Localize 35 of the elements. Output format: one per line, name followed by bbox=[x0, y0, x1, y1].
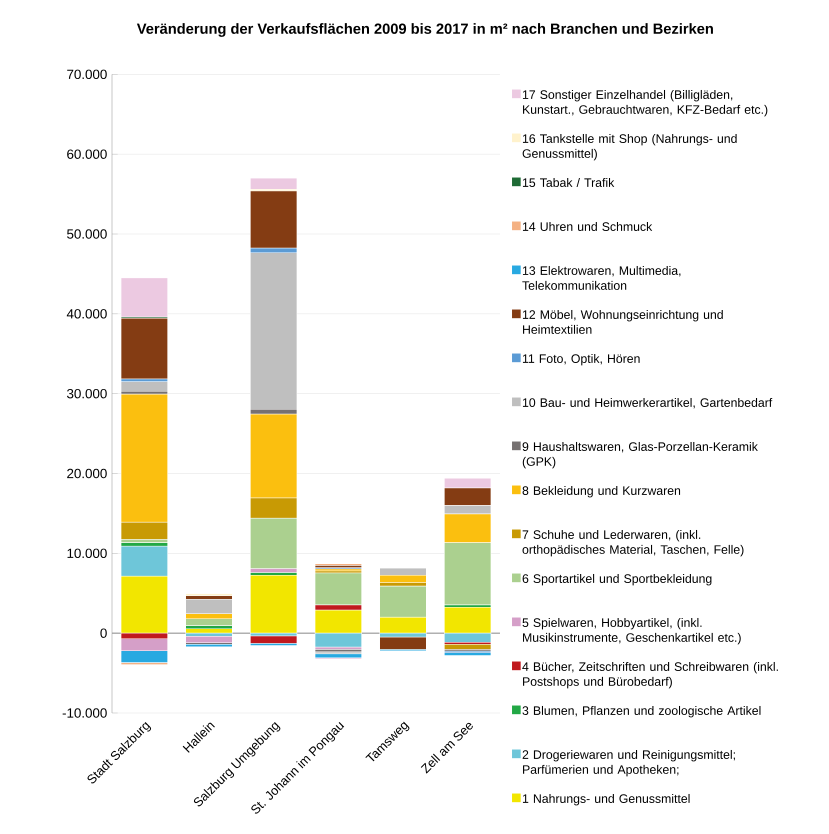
chart-title: Veränderung der Verkaufsflächen 2009 bis 2017 in m² nach Branchen und Bezirken bbox=[136, 23, 713, 37]
bar bbox=[120, 381, 168, 392]
y-tick-label: 40.000 bbox=[66, 309, 107, 319]
y-tick-label: 0 bbox=[100, 628, 107, 638]
legend-label: 11 Foto, Optik, Hören bbox=[522, 354, 640, 366]
y-tick-label: 50.000 bbox=[67, 229, 107, 239]
legend-label: 12 Möbel, Wohnungseinrichtung und Heimtextilien bbox=[522, 310, 723, 334]
legend-label: 4 Bücher, Zeitschriften und Schreibwaren (inkl. Postshops und Bürobedarf) bbox=[522, 662, 778, 688]
legend-label: 17 Sonstiger Einzelhandel (Billigläden, Kunstart., Gebrauchtwaren, KFZ-Bedarf etc.) bbox=[522, 90, 768, 116]
legend-label: 3 Blumen, Pflanzen und zoologische Artikel bbox=[522, 706, 760, 718]
legend-label: 5 Spielwaren, Hobbyartikel, (inkl. Musikinstrumente, Geschenkartikel etc.) bbox=[522, 618, 741, 644]
legend-label: 1 Nahrungs- und Genussmittel bbox=[522, 794, 690, 806]
y-tick-label: 70.000 bbox=[67, 70, 107, 80]
bar bbox=[444, 652, 492, 656]
y-tick-label: 30.000 bbox=[67, 388, 107, 398]
legend-label: 13 Elektrowaren, Multimedia, Telekommunikation bbox=[522, 266, 680, 290]
legend-label: 10 Bau- und Heimwerkerartikel, Gartenbedarf bbox=[522, 398, 772, 408]
legend-label: 14 Uhren und Schmuck bbox=[522, 222, 652, 231]
legend-label: 7 Schuhe und Lederwaren, (inkl. orthopädisches Material, Taschen, Felle) bbox=[522, 530, 744, 556]
y-tick-label: -10.000 bbox=[62, 708, 107, 718]
y-tick-label: 60.000 bbox=[67, 149, 107, 159]
bar bbox=[250, 575, 298, 634]
bar bbox=[379, 636, 427, 650]
bar bbox=[185, 593, 233, 596]
legend-label: 16 Tankstelle mit Shop (Nahrungs- und Genussmittel) bbox=[522, 134, 737, 160]
legend-label: 15 Tabak / Trafik bbox=[522, 178, 614, 187]
bar bbox=[250, 636, 298, 644]
legend-label: 8 Bekleidung und Kurzwaren bbox=[522, 486, 680, 498]
bar bbox=[185, 636, 233, 644]
y-tick-label: 20.000 bbox=[67, 468, 107, 478]
y-tick-label: 10.000 bbox=[68, 548, 107, 558]
legend-label: 9 Haushaltswaren, Glas-Porzellan-Keramik (GPK) bbox=[522, 442, 758, 468]
legend-label: 2 Drogeriewaren und Reinigungsmittel; Parfümerien und Apotheken; bbox=[522, 750, 735, 776]
x-tick-label: Zell am See bbox=[420, 722, 473, 774]
legend-label: 6 Sportartikel und Sportbekleidung bbox=[522, 574, 712, 586]
